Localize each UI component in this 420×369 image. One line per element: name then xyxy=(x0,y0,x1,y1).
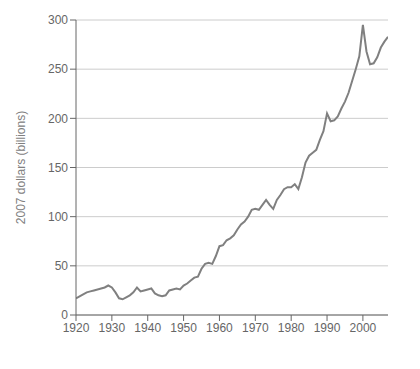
svg-text:0: 0 xyxy=(61,308,68,322)
svg-text:200: 200 xyxy=(48,112,68,126)
svg-text:1970: 1970 xyxy=(242,321,269,335)
svg-text:300: 300 xyxy=(48,13,68,27)
svg-text:1960: 1960 xyxy=(206,321,233,335)
svg-text:2000: 2000 xyxy=(350,321,377,335)
svg-text:1980: 1980 xyxy=(278,321,305,335)
svg-text:150: 150 xyxy=(48,161,68,175)
svg-text:1920: 1920 xyxy=(63,321,90,335)
svg-text:1990: 1990 xyxy=(314,321,341,335)
svg-text:100: 100 xyxy=(48,210,68,224)
svg-text:250: 250 xyxy=(48,62,68,76)
svg-text:1950: 1950 xyxy=(170,321,197,335)
svg-text:1940: 1940 xyxy=(134,321,161,335)
svg-text:50: 50 xyxy=(55,259,69,273)
svg-text:1930: 1930 xyxy=(99,321,126,335)
svg-text:2007 dollars (billions): 2007 dollars (billions) xyxy=(14,111,28,224)
